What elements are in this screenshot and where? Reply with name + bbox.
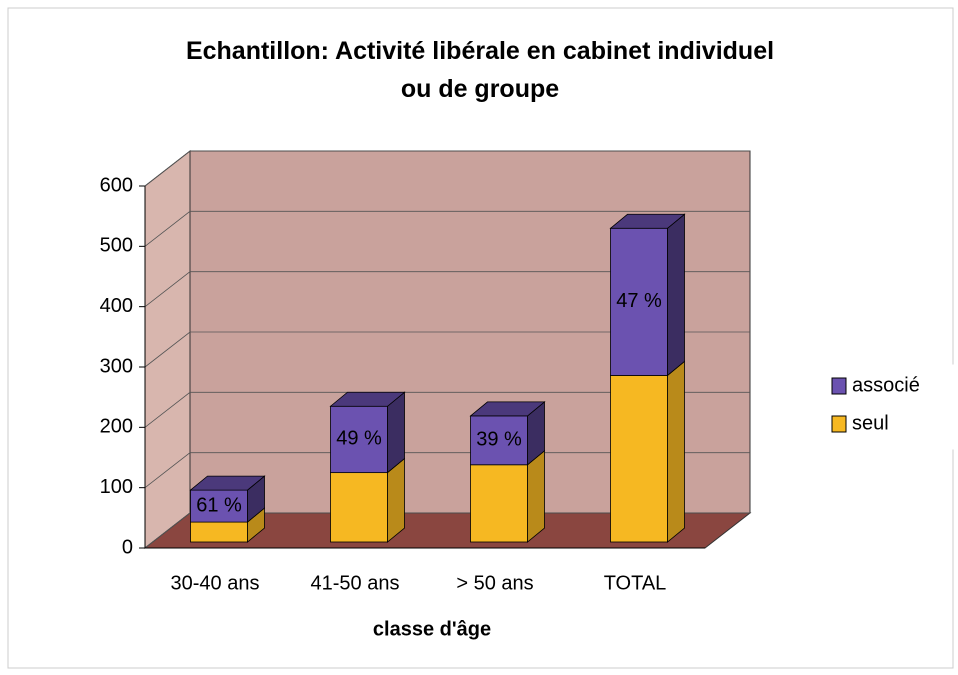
grid-line <box>144 391 750 428</box>
bar-segment <box>190 521 248 543</box>
bar-segment <box>610 375 668 543</box>
bar-side <box>527 449 545 543</box>
legend-swatch <box>831 377 847 395</box>
bar-segment <box>470 415 528 466</box>
bar-segment <box>610 227 668 376</box>
legend-label: seul <box>852 412 889 434</box>
x-tick-label: > 50 ans <box>456 572 533 594</box>
y-tick-label: 500 <box>100 235 133 257</box>
title-line: Echantillon: Activité libérale en cabine… <box>186 37 774 65</box>
x-tick-label: 30-40 ans <box>171 572 260 594</box>
bar-top <box>329 391 406 407</box>
y-tick-label: 200 <box>100 416 133 438</box>
y-tick-label: 100 <box>100 476 133 498</box>
legend-swatch <box>831 415 847 433</box>
legend: associé seul <box>819 364 958 450</box>
x-tick-label: 41-50 ans <box>311 572 400 594</box>
share-label: 47 % <box>616 290 662 312</box>
bar-top <box>189 475 266 491</box>
bar-side <box>667 213 685 377</box>
y-tick-label: 600 <box>100 174 133 196</box>
grid-line <box>144 150 750 187</box>
bar-side <box>387 457 405 543</box>
grid-line <box>144 512 750 549</box>
share-label: 49 % <box>336 428 382 450</box>
y-tick-label: 400 <box>100 295 133 317</box>
grid-line <box>144 331 750 368</box>
x-axis-label: classe d'âge <box>373 618 491 640</box>
grid-line <box>144 452 750 488</box>
y-tick-label: 0 <box>122 536 133 558</box>
y-tick-label: 300 <box>100 355 133 377</box>
share-label: 39 % <box>476 429 522 451</box>
x-tick-label: TOTAL <box>604 572 667 594</box>
grid-line <box>144 271 750 307</box>
bar-segment <box>470 464 528 543</box>
bar-segment <box>190 489 248 523</box>
bar-segment <box>330 472 388 543</box>
bar-side <box>667 360 685 543</box>
title-line: ou de groupe <box>401 75 559 103</box>
grid-line <box>144 210 750 247</box>
bar-top <box>609 213 686 229</box>
share-label: 61 % <box>196 494 242 516</box>
chart-title: Echantillon: Activité libérale en cabine… <box>186 37 774 103</box>
bar-top <box>469 401 546 417</box>
legend-label: associé <box>852 374 920 396</box>
